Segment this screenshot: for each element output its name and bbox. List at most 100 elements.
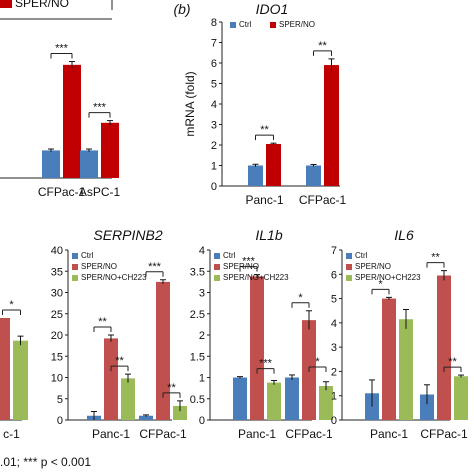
panel-il1b-bar [233,377,247,420]
panel-il1b-y-tick-label: 4 [199,245,205,257]
panel-il6-legend-label: Ctrl [355,251,368,260]
panel-il1b-sig-label: *** [242,256,256,268]
panel-b-legend-label: SPER/NO [279,20,315,29]
panel-b-y-tick-label: 7 [211,38,217,50]
panel-serpinb2-bar [121,378,135,420]
panel-c-left-x-tick-label: c-1 [3,427,20,441]
panel-il1b-legend-label: Ctrl [223,251,236,260]
panel-il1b-y-tick-label: 2.5 [190,309,205,321]
panel-serpinb2-sig-label: ** [115,355,124,367]
panel-serpinb2-title: SERPINB2 [93,227,162,243]
panel-il6-sig-label: ** [431,252,440,264]
panel-b-x-tick-label: Panc-1 [245,193,283,207]
panel-il6-x-tick-label: Panc-1 [370,427,408,441]
panel-il1b-sig-label: * [298,292,303,304]
panel-b-bar [324,65,339,186]
panel-il1b-bar [319,386,333,420]
panel-il6-bar [420,394,434,420]
panel-il1b-legend-label: SPER/NO [223,262,259,271]
panel-il1b-x-tick-label: CFPac-1 [285,427,333,441]
panel-a-right-legend-label: SPER/NO [15,0,69,10]
panel-a-right-sig-label: *** [55,43,69,55]
panel-il1b-bar [267,382,281,420]
panel-il6-y-tick-label: 2 [331,366,337,378]
panel-il1b-legend-swatch [214,264,220,270]
panel-b-bar [266,143,281,186]
panel-b-legend-swatch [230,22,236,28]
panel-il1b-title: IL1b [255,227,282,243]
panel-il1b-y-tick-label: 2 [199,330,205,342]
panel-il1b-y-tick-label: 1 [199,373,205,385]
panel-a-right-x-tick-label: CFPac-1 [38,185,86,199]
panel-serpinb2-bar [139,415,153,420]
panel-serpinb2-bar [156,281,170,420]
panel-il6-x-tick-label: CFPac-1 [420,427,468,441]
panel-il6-legend-label: SPER/NO+CH223 [355,273,421,282]
panel-il6-y-tick-label: 1 [331,391,337,403]
panel-b-panel-label: (b) [173,1,190,17]
panel-il6-y-tick-label: 3 [331,342,337,354]
panel-b-bar [306,165,321,186]
panel-il1b-y-tick-label: 3 [199,288,205,300]
panel-il6-bar [399,319,413,420]
panel-b-y-axis-label: mRNA (fold) [183,71,197,136]
panel-il6-y-tick-label: 0 [331,415,337,427]
panel-serpinb2-y-tick-label: 20 [51,330,63,342]
panel-serpinb2-legend-label: Ctrl [81,251,94,260]
panel-il1b-bar [285,377,299,420]
panel-il6-sig-label: ** [448,356,457,368]
panel-serpinb2-y-tick-label: 35 [51,266,63,278]
panel-il6-title: IL6 [394,227,414,243]
panel-il1b-x-tick-label: Panc-1 [238,427,276,441]
panel-a-right-x-tick-label: AsPC-1 [79,185,121,199]
panel-b-y-tick-label: 1 [211,161,217,173]
panel-il6-sig-label: * [378,278,383,290]
panel-serpinb2-legend-label: SPER/NO+CH223 [81,273,147,282]
panel-b-legend-swatch [270,22,276,28]
panel-b-y-tick-label: 4 [211,99,217,111]
panel-c-left-sig-label: * [9,299,14,311]
panel-b-y-tick-label: 6 [211,58,217,70]
panel-il6-legend-swatch [346,253,352,259]
panel-b-x-tick-label: CFPac-1 [299,193,347,207]
panel-il6-y-tick-label: 6 [331,269,337,281]
panel-a-right-bar [63,64,81,178]
panel-il6-legend-swatch [346,264,352,270]
panel-il1b-legend-label: SPER/NO+CH223 [223,273,289,282]
panel-il6-bar [382,298,396,420]
panel-b-legend-label: Ctrl [239,20,252,29]
panel-serpinb2-sig-label: ** [98,316,107,328]
panel-a-right-bar [80,150,98,178]
panel-a-right-legend-swatch [0,0,12,8]
panel-b-y-tick-label: 8 [211,17,217,29]
panel-il1b-legend-swatch [214,253,220,259]
panel-il1b-y-tick-label: 0 [199,415,205,427]
panel-serpinb2-y-tick-label: 15 [51,351,63,363]
panel-serpinb2-bar [104,338,118,420]
panel-serpinb2-legend-swatch [72,253,78,259]
panel-b-y-tick-label: 5 [211,79,217,91]
panel-b-sig-label: ** [260,124,269,136]
panel-il6-legend-swatch [346,275,352,281]
panel-serpinb2-legend-swatch [72,275,78,281]
panel-serpinb2-y-tick-label: 10 [51,373,63,385]
panel-il1b-y-tick-label: 3.5 [190,266,205,278]
panel-b-y-tick-label: 2 [211,140,217,152]
panel-il6-y-tick-label: 4 [331,318,337,330]
panel-il1b-sig-label: *** [259,358,273,370]
panel-c-left-bar [13,340,28,420]
panel-serpinb2-y-tick-label: 5 [57,394,63,406]
panel-serpinb2-sig-label: *** [148,261,162,273]
panel-serpinb2-y-tick-label: 40 [51,245,63,257]
panel-il1b-y-tick-label: 0.5 [190,394,205,406]
panel-b-y-tick-label: 3 [211,120,217,132]
panel-b-bar [248,165,263,186]
panel-serpinb2-y-tick-label: 25 [51,309,63,321]
footnote: .01; *** p < 0.001 [0,455,91,469]
panel-b-sig-label: ** [318,40,327,52]
panel-serpinb2-sig-label: ** [167,382,176,394]
panel-a-right-bar [42,150,60,178]
panel-serpinb2-y-tick-label: 0 [57,415,63,427]
panel-b-title: IDO1 [256,1,289,17]
